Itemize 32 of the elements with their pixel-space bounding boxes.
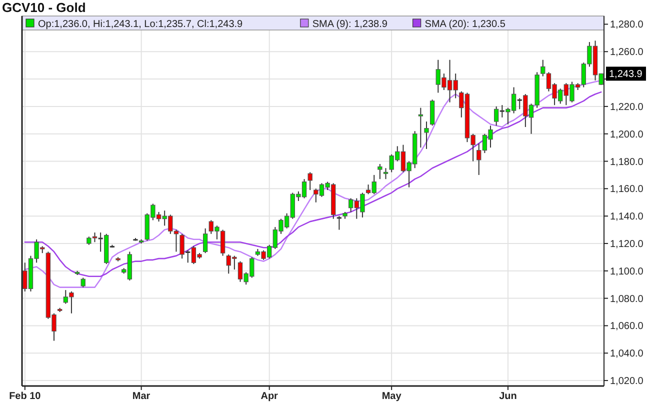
y-tick-label: 1,200.0 [610,129,644,140]
y-tick-label: 1,160.0 [610,184,644,196]
chart-title: GCV10 - Gold [2,0,86,15]
y-tick-label: 1,140.0 [610,212,644,223]
legend-label: SMA (9): 1,238.9 [312,19,388,30]
x-tick-label: Feb 10 [9,391,42,402]
y-tick-label: 1,280.0 [610,20,644,31]
candlestick [430,99,435,126]
candlestick [418,107,424,148]
y-tick-label: 1,220.0 [610,102,644,113]
legend-label: SMA (20): 1,230.5 [424,19,506,30]
x-tick-label: Jun [499,391,517,402]
candlestick [336,216,342,230]
annotation: 1,243.9 [609,69,643,80]
y-tick-label: 1,180.0 [610,156,644,168]
y-tick-label: 1,040.0 [610,348,644,360]
x-tick-label: May [382,391,402,402]
candlestick [424,121,429,150]
candlestick [378,164,382,180]
legend-label: Op:1,236.0, Hi:1,243.1, Lo:1,235.7, Cl:1,243.9 [38,19,244,30]
x-tick-label: Mar [132,391,150,402]
y-tick-label: 1,020.0 [610,376,644,388]
y-tick-label: 1,080.0 [610,294,644,305]
candlestick [308,172,312,191]
y-tick-label: 1,060.0 [610,321,644,332]
candlestick [202,228,208,254]
candlestick [383,168,388,180]
candlestick [80,277,86,288]
x-tick-label: Apr [260,391,278,402]
y-tick-label: 1,260.0 [610,47,644,58]
y-tick-label: 1,120.0 [610,238,644,250]
y-tick-label: 1,100.0 [610,266,644,278]
